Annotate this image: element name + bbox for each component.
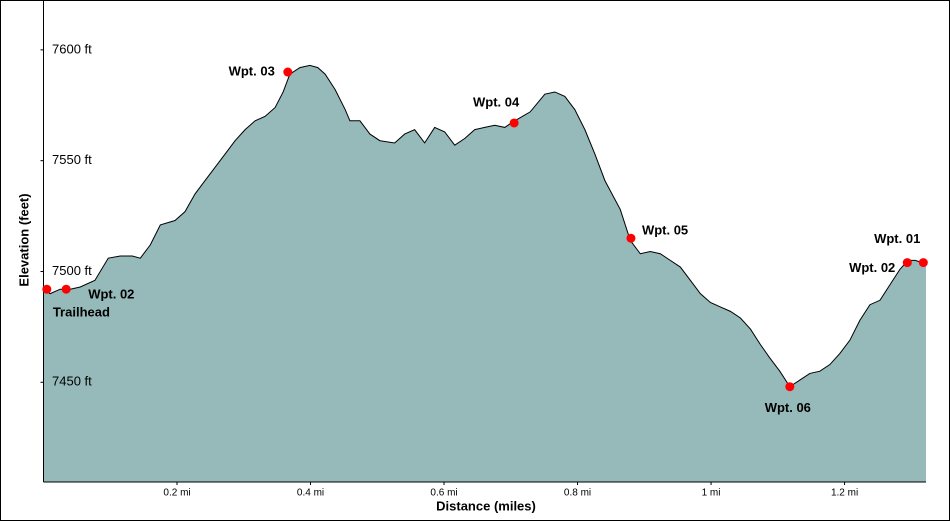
waypoint [509, 118, 519, 128]
waypoint [626, 233, 636, 243]
waypoint [61, 284, 71, 294]
waypoint [785, 382, 795, 392]
y-tick-label: 7500 ft [52, 263, 92, 278]
y-tick-label: 7450 ft [52, 374, 92, 389]
x-tick-label: 0.6 mi [430, 488, 457, 499]
waypoint-label: Wpt. 02 [88, 287, 134, 302]
y-axis-label: Elevation (feet) [16, 193, 31, 286]
y-tick-label: 7550 ft [52, 152, 92, 167]
waypoint [42, 284, 52, 294]
waypoint [902, 258, 912, 268]
x-axis-label: Distance (miles) [436, 498, 536, 513]
x-tick-label: 1.2 mi [831, 488, 858, 499]
waypoint [918, 258, 928, 268]
x-tick-label: 0.2 mi [163, 488, 190, 499]
waypoint-label: Wpt. 02 [849, 260, 895, 275]
elevation-area [43, 65, 926, 483]
waypoint-label: Wpt. 05 [642, 223, 688, 238]
x-tick-label: 0.4 mi [297, 488, 324, 499]
waypoint-label: Wpt. 04 [473, 94, 520, 109]
x-tick-label: 0.8 mi [564, 488, 591, 499]
waypoint-label: Trailhead [53, 305, 110, 320]
y-tick-label: 7600 ft [52, 41, 92, 56]
waypoint-label: Wpt. 06 [765, 400, 811, 415]
waypoint [283, 67, 293, 77]
x-tick-label: 1 mi [702, 488, 721, 499]
waypoint-label: Wpt. 01 [874, 231, 920, 246]
waypoint-label: Wpt. 03 [229, 63, 275, 78]
